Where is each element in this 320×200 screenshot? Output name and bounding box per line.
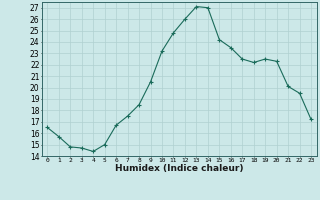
X-axis label: Humidex (Indice chaleur): Humidex (Indice chaleur): [115, 164, 244, 173]
